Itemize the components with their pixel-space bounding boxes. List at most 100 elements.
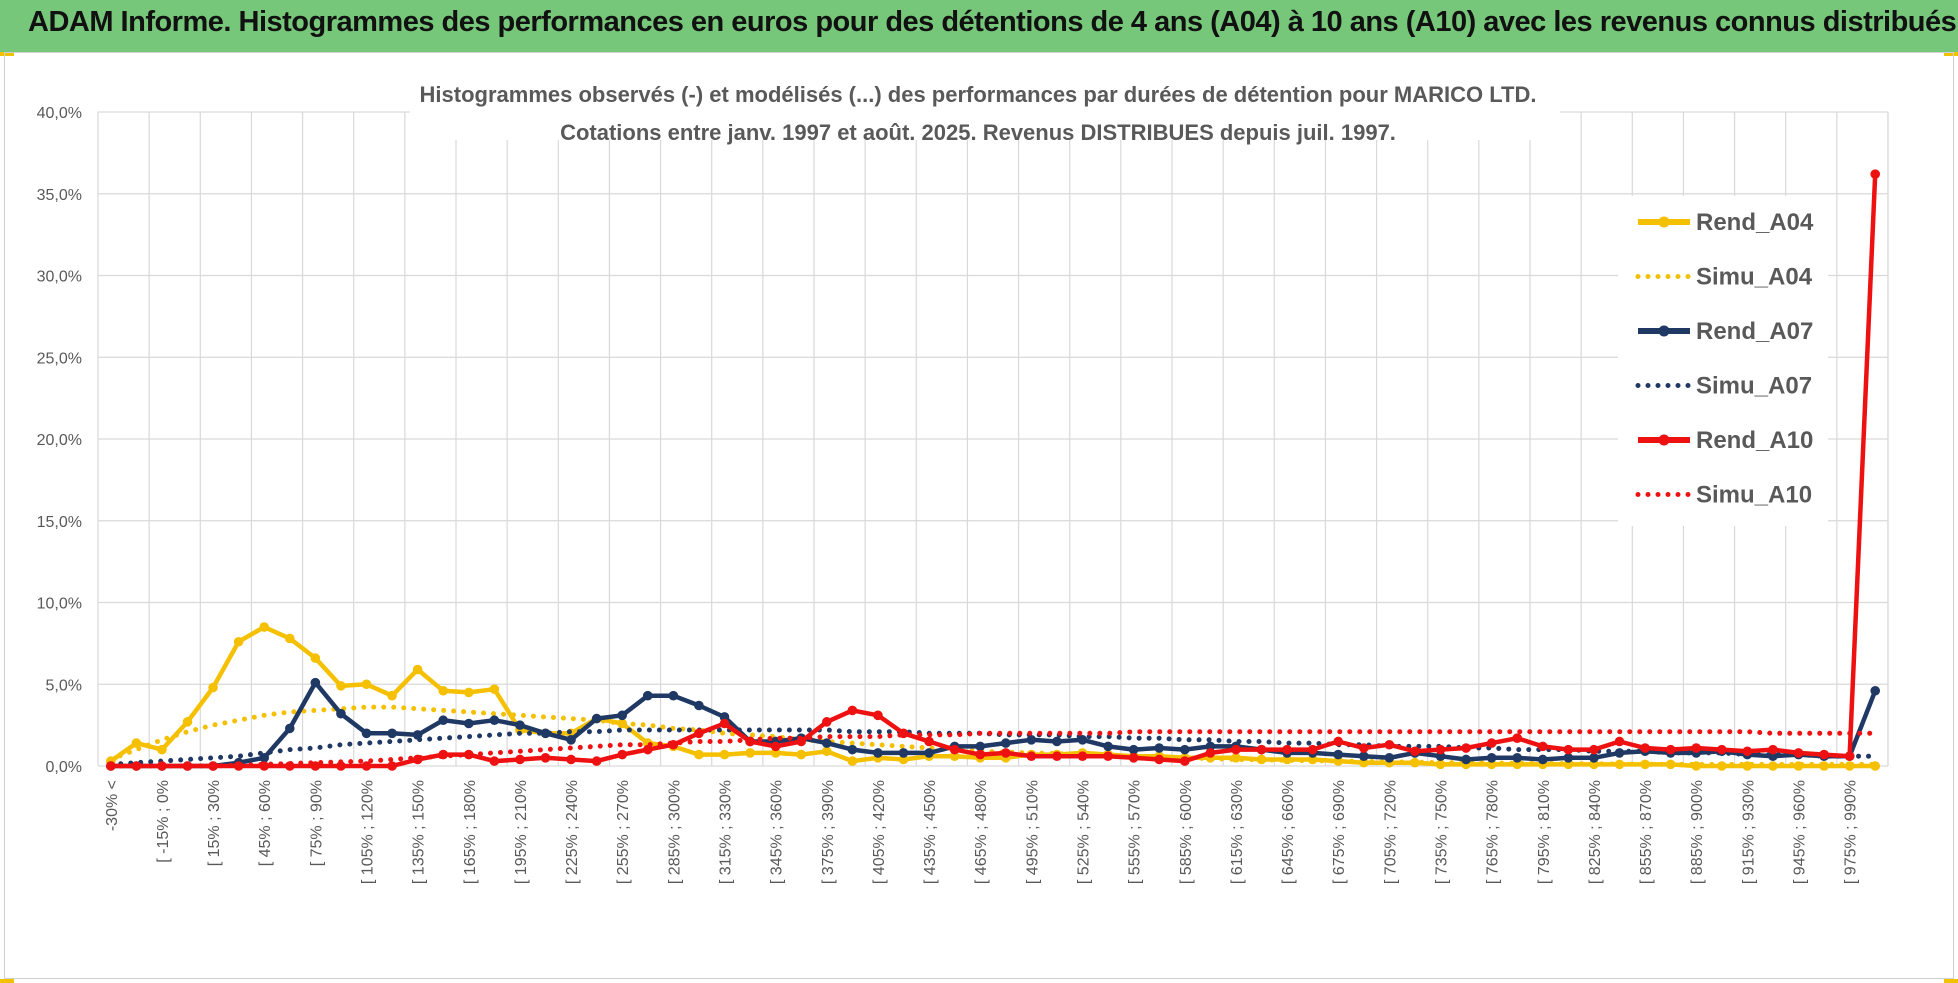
data-point bbox=[1768, 744, 1778, 755]
data-point bbox=[361, 728, 372, 739]
grid-lines bbox=[97, 111, 1889, 767]
data-point bbox=[1589, 753, 1599, 763]
data-point bbox=[1282, 744, 1292, 755]
data-point bbox=[694, 728, 704, 739]
data-point bbox=[1410, 746, 1420, 757]
data-point bbox=[1563, 744, 1574, 755]
data-point bbox=[284, 723, 295, 734]
data-point bbox=[157, 744, 167, 755]
x-tick-label: [ 45% ; 60% bbox=[257, 780, 274, 866]
data-point bbox=[1563, 753, 1574, 763]
data-point bbox=[719, 749, 730, 760]
y-axis-ticks: 0,0% 5,0% 10,0% 15,0% 20,0% 25,0% 30,0% 35,0% 40… bbox=[37, 105, 82, 776]
x-tick-label: [ 195% ; 210% bbox=[513, 780, 530, 884]
data-point bbox=[847, 756, 858, 766]
data-point bbox=[1486, 738, 1497, 748]
data-point bbox=[1179, 756, 1190, 766]
data-point bbox=[361, 679, 372, 690]
data-point bbox=[515, 720, 525, 730]
data-point bbox=[131, 761, 142, 771]
data-point bbox=[336, 681, 346, 691]
report-banner: ADAM Informe. Histogrammes des performan… bbox=[0, 0, 1958, 52]
data-point bbox=[770, 741, 781, 752]
data-point bbox=[566, 754, 576, 765]
data-point bbox=[821, 717, 832, 727]
legend-marker-rend-a07 bbox=[1658, 325, 1670, 337]
data-point bbox=[1128, 744, 1139, 755]
x-tick-label: [ 975% ; 990% bbox=[1843, 780, 1860, 884]
x-tick-label: [ 915% ; 930% bbox=[1740, 780, 1757, 884]
data-point bbox=[719, 718, 730, 729]
x-tick-label: [ 165% ; 180% bbox=[462, 780, 479, 884]
data-point bbox=[1640, 743, 1650, 753]
data-point bbox=[1512, 753, 1523, 763]
data-point bbox=[591, 713, 602, 724]
report-title: ADAM Informe. Histogrammes des performan… bbox=[28, 6, 1957, 38]
data-point bbox=[489, 756, 500, 766]
data-point bbox=[1384, 753, 1395, 763]
data-point bbox=[284, 633, 295, 644]
x-tick-label: [ 795% ; 810% bbox=[1536, 780, 1553, 884]
y-tick-label: 40,0% bbox=[37, 105, 82, 122]
data-point bbox=[208, 682, 218, 693]
corner-mark-top-right bbox=[1944, 52, 1958, 56]
data-point bbox=[1026, 735, 1037, 745]
data-point bbox=[387, 728, 397, 739]
data-point bbox=[336, 761, 346, 771]
data-point bbox=[463, 718, 474, 729]
data-point bbox=[310, 653, 321, 663]
chart-frame bbox=[4, 52, 1954, 979]
data-point bbox=[1128, 753, 1139, 763]
data-point bbox=[1052, 751, 1062, 761]
legend-label-rend-a10: Rend_A10 bbox=[1696, 427, 1813, 454]
data-point bbox=[361, 761, 372, 771]
data-point bbox=[438, 685, 449, 696]
data-point bbox=[1179, 744, 1190, 755]
data-point bbox=[1819, 749, 1829, 760]
data-point bbox=[1026, 751, 1037, 761]
data-point bbox=[1537, 741, 1548, 752]
data-point bbox=[1461, 743, 1471, 753]
data-point bbox=[796, 749, 807, 760]
data-point bbox=[1870, 169, 1881, 179]
x-tick-label: [ 345% ; 360% bbox=[769, 780, 786, 884]
data-point bbox=[949, 744, 960, 755]
data-point bbox=[1844, 751, 1855, 761]
data-point bbox=[182, 761, 193, 771]
data-point bbox=[847, 705, 858, 716]
data-point bbox=[975, 749, 986, 760]
data-point bbox=[1358, 743, 1369, 753]
data-point bbox=[1793, 748, 1804, 758]
data-point bbox=[1691, 743, 1702, 753]
legend-label-rend-a07: Rend_A07 bbox=[1696, 318, 1813, 345]
data-point bbox=[1052, 736, 1062, 747]
legend-label-rend-a04: Rend_A04 bbox=[1696, 209, 1814, 236]
data-point bbox=[642, 744, 653, 755]
data-point bbox=[1307, 744, 1318, 755]
data-point bbox=[694, 700, 704, 711]
data-point bbox=[847, 744, 858, 755]
data-point bbox=[617, 710, 628, 721]
x-tick-label: [ 885% ; 900% bbox=[1689, 780, 1706, 884]
x-tick-label: [ 945% ; 960% bbox=[1792, 780, 1809, 884]
data-point bbox=[1435, 744, 1446, 755]
data-point bbox=[873, 748, 883, 758]
x-tick-label: [ 15% ; 30% bbox=[206, 780, 223, 866]
x-tick-label: [ 555% ; 570% bbox=[1127, 780, 1144, 884]
data-point bbox=[1870, 685, 1881, 696]
legend-label-simu-a10: Simu_A10 bbox=[1696, 482, 1812, 509]
corner-mark-top-left bbox=[0, 52, 14, 56]
chart-title-background bbox=[410, 72, 1560, 140]
data-point bbox=[694, 749, 704, 760]
series-lines bbox=[105, 169, 1881, 771]
data-point bbox=[1358, 751, 1369, 761]
x-tick-label: [ 825% ; 840% bbox=[1587, 780, 1604, 884]
y-tick-label: 35,0% bbox=[37, 187, 82, 204]
data-point bbox=[1589, 744, 1599, 755]
data-point bbox=[1231, 744, 1241, 755]
legend-marker-rend-a10 bbox=[1658, 434, 1670, 446]
legend-label-simu-a04: Simu_A04 bbox=[1696, 264, 1813, 291]
data-point bbox=[387, 690, 397, 701]
data-point bbox=[489, 684, 500, 694]
